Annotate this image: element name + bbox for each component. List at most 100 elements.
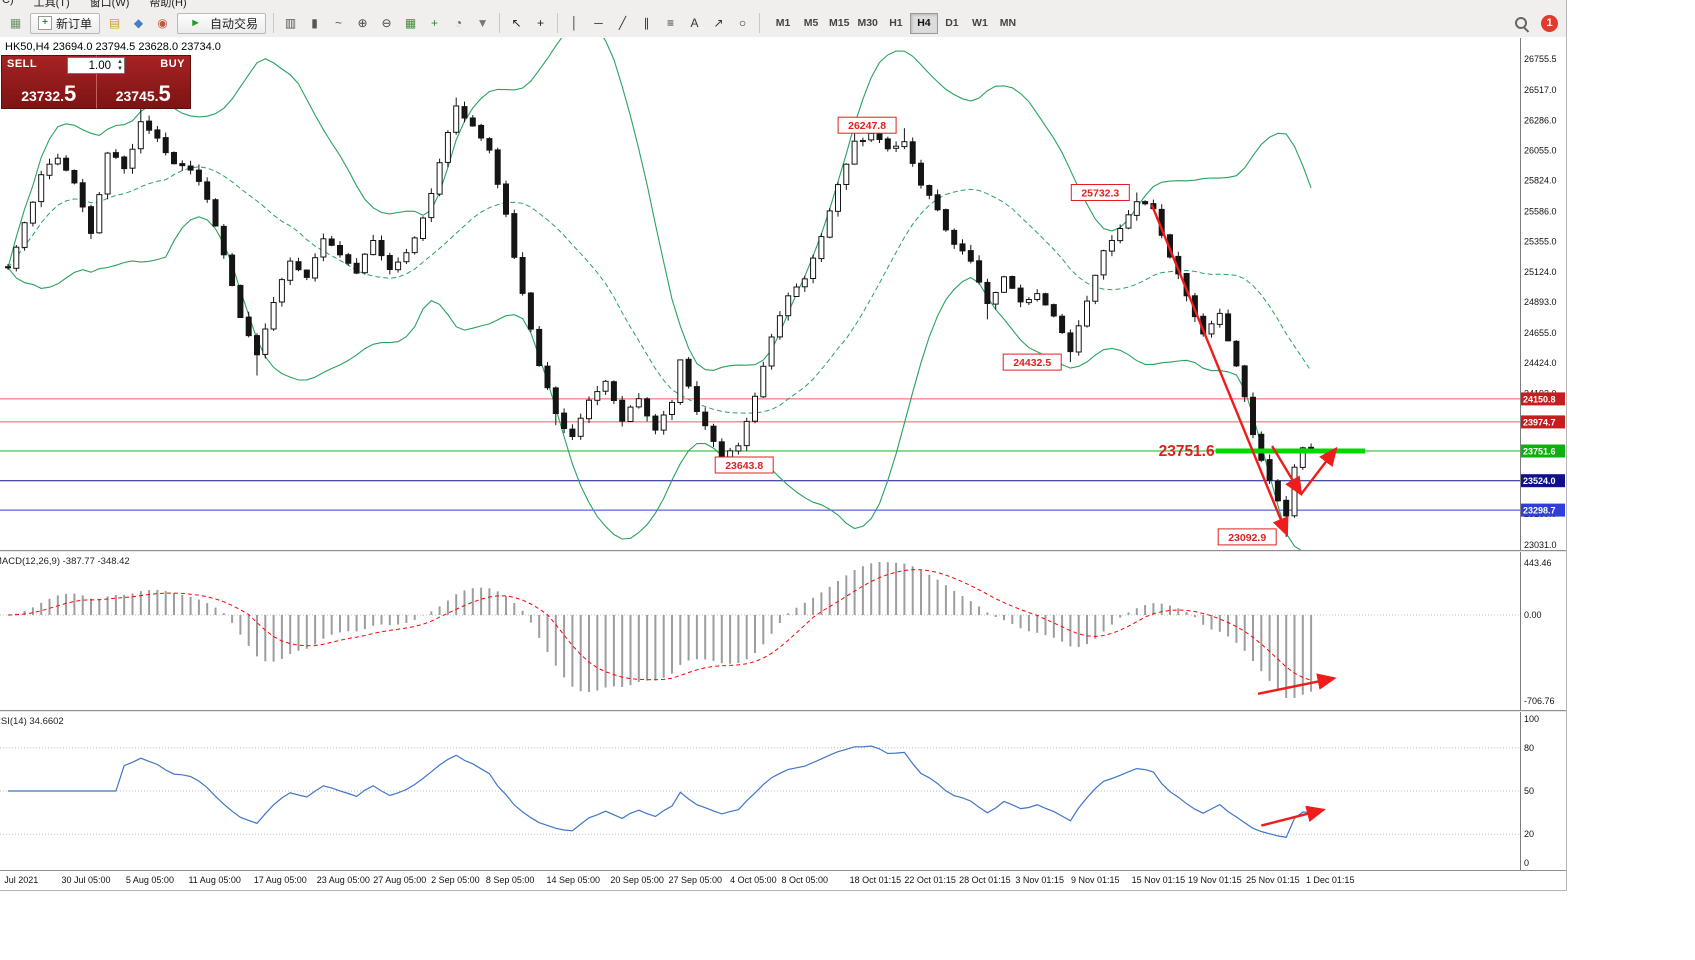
time-tick: 28 Oct 01:15 (959, 875, 1011, 885)
timeframe-w1[interactable]: W1 (972, 17, 988, 29)
svg-text:25824.0: 25824.0 (1524, 176, 1557, 186)
svg-text:24893.0: 24893.0 (1524, 297, 1557, 307)
time-tick: 19 Nov 01:15 (1188, 875, 1242, 885)
zoom-in-icon[interactable]: ⊕ (357, 16, 368, 30)
svg-text:26055.0: 26055.0 (1524, 145, 1557, 155)
timeframe-group: M1 M5 M15 M30 H1 H4 D1 W1 MN (769, 12, 1022, 34)
text-icon[interactable]: A (690, 16, 699, 30)
navigator-icon[interactable]: ◆ (133, 16, 144, 30)
lot-spinners[interactable]: ▲ ▼ (117, 59, 123, 73)
svg-text:50: 50 (1524, 786, 1534, 796)
time-tick: 22 Oct 01:15 (904, 875, 956, 885)
svg-text:25732.3: 25732.3 (1081, 188, 1119, 200)
svg-text:24424.0: 24424.0 (1524, 358, 1557, 368)
menu-item[interactable]: 帮助(H) (149, 0, 187, 9)
svg-text:23751.6: 23751.6 (1159, 443, 1215, 460)
time-tick: 20 Sep 05:00 (610, 875, 664, 885)
zoom-out-icon[interactable]: ⊖ (381, 16, 392, 30)
notification-badge[interactable]: 1 (1541, 14, 1558, 32)
svg-text:25124.0: 25124.0 (1524, 267, 1557, 277)
cursor-icon[interactable]: ↖ (511, 16, 522, 30)
timeframe-h4[interactable]: H4 (909, 12, 938, 34)
tile-windows-icon[interactable]: ▦ (404, 16, 417, 30)
buy-label: BUY (160, 58, 185, 70)
new-order-label: 新订单 (56, 16, 93, 31)
macd-indicator-label: MACD(12,26,9) -387.77 -348.42 (0, 556, 130, 567)
lot-size-input[interactable]: 1.00 ▲ ▼ (67, 57, 125, 74)
sell-price: 23732.5 (21, 81, 77, 106)
bar-chart-icon[interactable]: ▥ (284, 16, 297, 30)
rsi-indicator-label: RSI(14) 34.6602 (0, 716, 64, 727)
svg-text:25586.0: 25586.0 (1524, 207, 1557, 217)
menu-item[interactable]: 工具(T) (33, 0, 70, 9)
time-tick: 8 Oct 05:00 (781, 875, 829, 885)
terminal-icon[interactable]: ◉ (157, 16, 168, 30)
time-tick: 30 Jul 05:00 (61, 875, 111, 885)
time-tick: 2 Sep 05:00 (431, 875, 480, 885)
fibonacci-icon[interactable]: ≡ (667, 16, 675, 30)
shapes-icon[interactable]: ○ (738, 16, 747, 30)
timeframe-m5[interactable]: M5 (803, 17, 819, 29)
timeframe-m15[interactable]: M15 (829, 17, 850, 29)
market-watch-icon[interactable]: ▤ (108, 16, 121, 30)
timeframe-d1[interactable]: D1 (945, 17, 959, 29)
arrow-tool-icon[interactable]: ↗ (713, 16, 724, 30)
svg-text:26247.8: 26247.8 (848, 120, 886, 132)
svg-text:23643.8: 23643.8 (725, 460, 763, 472)
new-order-button[interactable]: + 新订单 (30, 12, 101, 34)
time-tick: 17 Aug 05:00 (253, 875, 307, 885)
template-icon[interactable]: ▼ (476, 16, 489, 30)
candlestick-chart-icon[interactable]: ▮ (311, 16, 318, 30)
menu-item[interactable]: 窗口(W) (89, 0, 130, 9)
macd-panel[interactable]: 443.46 0.00 -706.76 (0, 552, 1566, 710)
timeframe-h1[interactable]: H1 (889, 17, 903, 29)
timeframe-m1[interactable]: M1 (775, 17, 791, 29)
crosshair-icon[interactable]: + (537, 16, 545, 30)
panel-splitter[interactable] (0, 550, 1566, 553)
svg-text:23524.0: 23524.0 (1523, 476, 1556, 486)
time-tick: 8 Sep 05:00 (485, 875, 535, 885)
svg-text:24432.5: 24432.5 (1013, 357, 1051, 369)
menu-item[interactable]: C) (2, 0, 14, 6)
time-tick: 11 Aug 05:00 (188, 875, 241, 885)
svg-text:0.00: 0.00 (1524, 610, 1542, 620)
channel-icon[interactable]: ∥ (643, 16, 650, 30)
vertical-line-icon[interactable]: │ (570, 16, 579, 30)
timeframe-m30[interactable]: M30 (857, 17, 878, 29)
toolbar: ▦ + 新订单 ▤ ◆ ◉ ► 自动交易 ▥ ▮ ~ ⊕ ⊖ ▦ + ◔ ▼ ↖ + │ ─ ╱ ∥ ≡ A ↗ ○… (0, 9, 1566, 38)
toolbar-separator (759, 13, 761, 33)
svg-text:26517.0: 26517.0 (1524, 85, 1557, 95)
time-tick: 1 Dec 01:15 (1305, 875, 1355, 885)
autotrading-button[interactable]: ► 自动交易 (177, 12, 267, 34)
search-icon[interactable] (1512, 14, 1530, 32)
menu-bar: C) 工具(T) 窗口(W) 帮助(H) (0, 0, 1566, 9)
svg-text:24150.8: 24150.8 (1523, 394, 1556, 404)
time-tick: 18 Oct 01:15 (849, 875, 902, 885)
time-tick: 5 Aug 05:00 (125, 875, 174, 885)
play-icon: ► (190, 17, 201, 29)
time-axis[interactable]: Jul 2021 30 Jul 05:00 5 Aug 05:00 11 Aug 05… (0, 870, 1566, 890)
trendline-icon[interactable]: ╱ (618, 16, 627, 30)
horizontal-line-icon[interactable]: ─ (594, 16, 603, 30)
new-chart-icon[interactable]: ▦ (9, 16, 22, 30)
add-indicator-icon[interactable]: + (431, 16, 439, 30)
timeframe-mn[interactable]: MN (999, 17, 1017, 29)
sell-label: SELL (7, 58, 38, 70)
time-tick: 3 Nov 01:15 (1015, 875, 1064, 885)
time-tick: 9 Nov 01:15 (1071, 875, 1120, 885)
svg-text:23751.6: 23751.6 (1523, 447, 1556, 457)
chart-area: 26755.5 26517.0 26286.0 26055.0 25824.0 25586… (0, 37, 1566, 890)
chart-ohlc-header: HK50,H4 23694.0 23794.5 23628.0 23734.0 (5, 41, 221, 53)
svg-text:23031.0: 23031.0 (1524, 540, 1557, 550)
svg-text:-706.76: -706.76 (1524, 696, 1555, 706)
rsi-panel[interactable]: 100 80 50 20 0 (0, 712, 1566, 870)
new-order-icon: + (38, 16, 52, 30)
panel-splitter[interactable] (0, 710, 1566, 713)
time-tick: 15 Nov 01:15 (1131, 875, 1186, 885)
main-chart[interactable]: 26755.5 26517.0 26286.0 26055.0 25824.0 25586… (0, 38, 1566, 550)
time-tick: 27 Sep 05:00 (668, 875, 723, 885)
time-tick: 23 Aug 05:00 (316, 875, 370, 885)
line-chart-icon[interactable]: ~ (335, 16, 343, 30)
svg-text:100: 100 (1524, 714, 1539, 724)
period-icon[interactable]: ◔ (454, 16, 463, 30)
